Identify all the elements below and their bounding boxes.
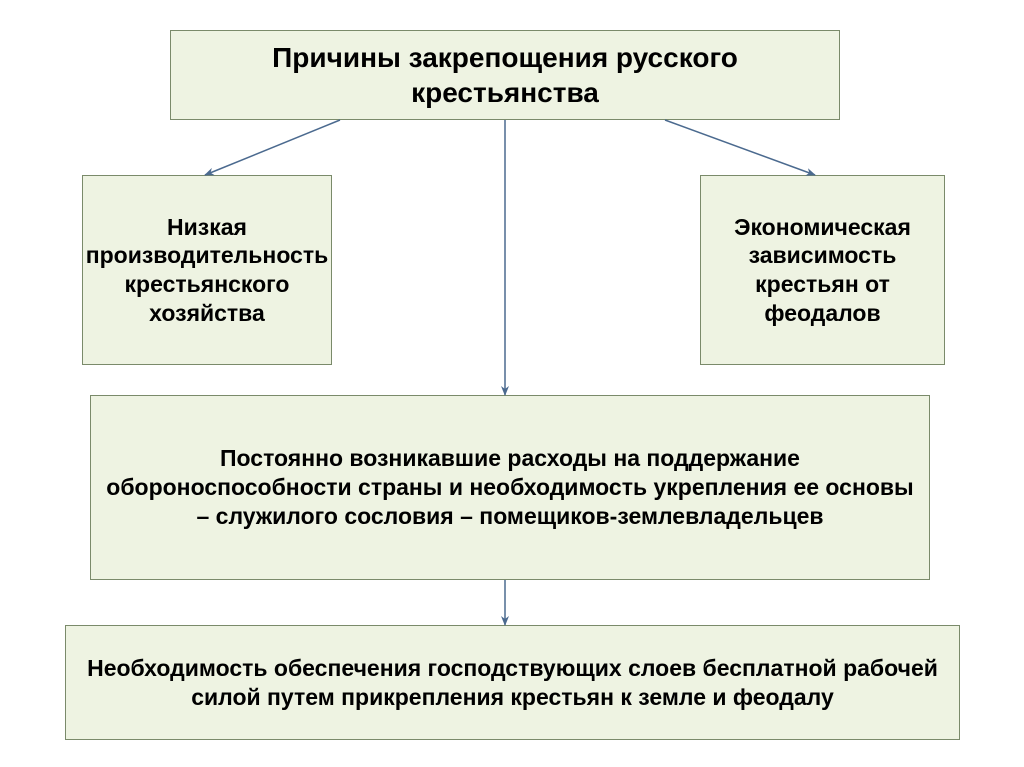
right-text: Экономическая зависимость крестьян от фе… bbox=[715, 213, 930, 328]
title-text: Причины закрепощения русского крестьянст… bbox=[185, 40, 825, 110]
middle-box: Постоянно возникавшие расходы на поддерж… bbox=[90, 395, 930, 580]
left-box: Низкая производительность крестьянского … bbox=[82, 175, 332, 365]
edge-title-right bbox=[665, 120, 815, 175]
middle-text: Постоянно возникавшие расходы на поддерж… bbox=[105, 444, 915, 530]
right-box: Экономическая зависимость крестьян от фе… bbox=[700, 175, 945, 365]
title-box: Причины закрепощения русского крестьянст… bbox=[170, 30, 840, 120]
edge-title-left bbox=[205, 120, 340, 175]
bottom-box: Необходимость обеспечения господствующих… bbox=[65, 625, 960, 740]
left-text: Низкая производительность крестьянского … bbox=[86, 213, 329, 328]
bottom-text: Необходимость обеспечения господствующих… bbox=[80, 654, 945, 712]
